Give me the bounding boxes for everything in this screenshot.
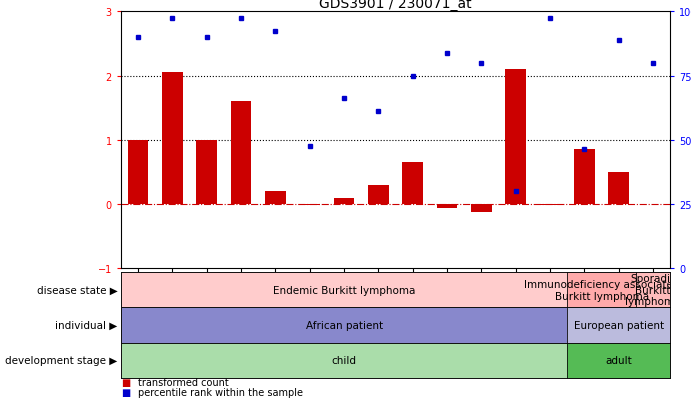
- Bar: [471, 204, 492, 212]
- Bar: [231, 102, 252, 204]
- Bar: [437, 204, 457, 209]
- Bar: [567, 308, 670, 343]
- Bar: [368, 185, 389, 204]
- Bar: [128, 140, 149, 204]
- Text: disease state ▶: disease state ▶: [37, 285, 117, 295]
- Bar: [567, 273, 636, 308]
- Bar: [574, 150, 595, 204]
- Bar: [609, 173, 629, 204]
- Text: child: child: [332, 355, 357, 366]
- Text: individual ▶: individual ▶: [55, 320, 117, 330]
- Text: Immunodeficiency associated Burkitt lymphoma: Immunodeficiency associated Burkitt lymp…: [524, 279, 679, 301]
- Bar: [265, 192, 286, 204]
- Text: development stage ▶: development stage ▶: [6, 355, 117, 366]
- Bar: [121, 308, 567, 343]
- Bar: [299, 204, 320, 206]
- Bar: [334, 198, 354, 204]
- Text: percentile rank within the sample: percentile rank within the sample: [138, 387, 303, 397]
- Bar: [402, 163, 423, 204]
- Text: adult: adult: [605, 355, 632, 366]
- Bar: [540, 204, 560, 206]
- Bar: [636, 273, 670, 308]
- Title: GDS3901 / 230071_at: GDS3901 / 230071_at: [319, 0, 472, 12]
- Text: European patient: European patient: [574, 320, 664, 330]
- Bar: [121, 343, 567, 378]
- Bar: [196, 140, 217, 204]
- Text: transformed count: transformed count: [138, 377, 229, 387]
- Bar: [505, 70, 526, 204]
- Bar: [121, 273, 567, 308]
- Bar: [162, 73, 182, 204]
- Text: ■: ■: [121, 377, 130, 387]
- Text: Sporadic Burkitt lymphoma: Sporadic Burkitt lymphoma: [625, 273, 681, 307]
- Bar: [567, 343, 670, 378]
- Text: ■: ■: [121, 387, 130, 397]
- Text: African patient: African patient: [305, 320, 383, 330]
- Text: Endemic Burkitt lymphoma: Endemic Burkitt lymphoma: [273, 285, 415, 295]
